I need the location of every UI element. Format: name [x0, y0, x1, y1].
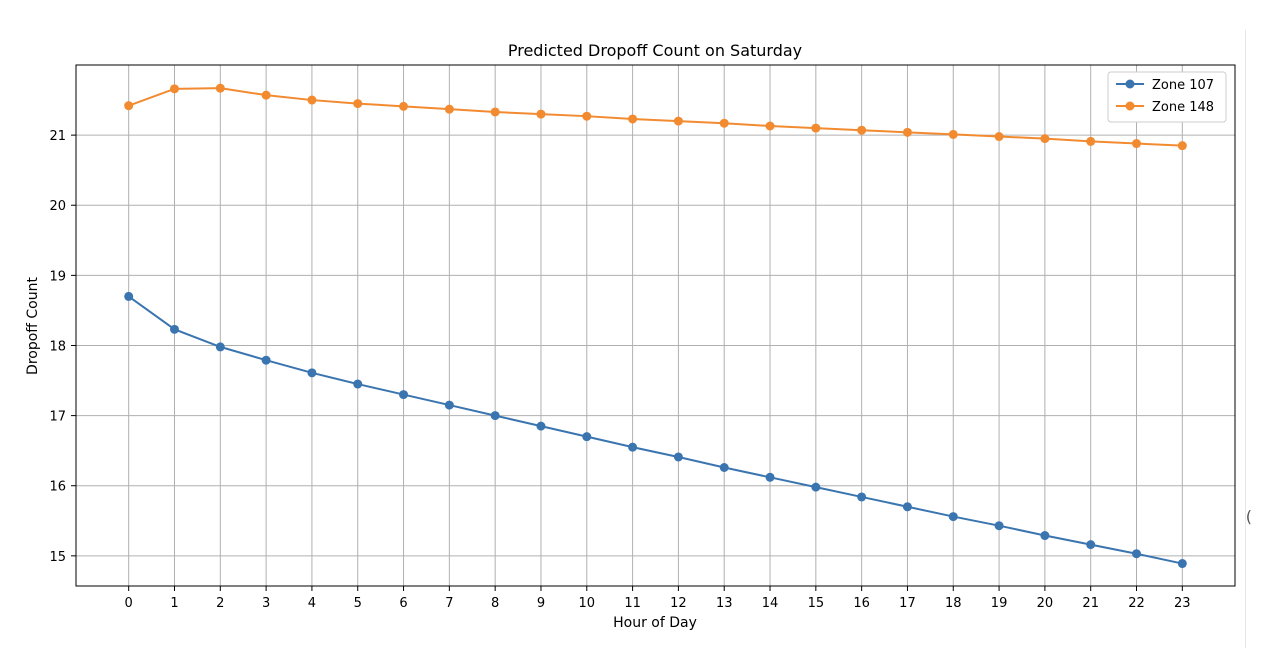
data-point — [124, 291, 134, 301]
edge-partial-glyph: ( — [1245, 507, 1252, 526]
panel-edge-divider — [1245, 30, 1246, 648]
legend: Zone 107 Zone 148 — [1107, 71, 1227, 123]
data-point — [719, 118, 729, 128]
x-tick-label: 13 — [716, 596, 733, 611]
data-point — [1132, 139, 1142, 149]
legend-marker-zone-107 — [1125, 79, 1135, 89]
data-point — [399, 101, 409, 111]
y-tick-label: 20 — [49, 199, 66, 214]
data-point — [1177, 141, 1187, 151]
series-layer — [124, 83, 1187, 569]
y-tick-label: 21 — [49, 129, 66, 144]
data-point — [582, 111, 592, 121]
data-point — [1177, 559, 1187, 569]
series-line-zone-107 — [128, 295, 1183, 565]
data-point — [857, 125, 867, 135]
data-point — [902, 502, 912, 512]
data-point — [169, 84, 179, 94]
data-point — [811, 123, 821, 133]
y-tick-label: 15 — [49, 550, 66, 565]
data-point — [628, 114, 638, 124]
grid — [76, 65, 1235, 586]
data-point — [353, 99, 363, 109]
y-axis-label: Dropoff Count — [25, 277, 41, 375]
data-point — [353, 379, 363, 389]
x-tick-label: 23 — [1174, 596, 1191, 611]
data-point — [536, 109, 546, 119]
x-tick-label: 15 — [808, 596, 825, 611]
data-point — [1086, 540, 1096, 550]
x-axis: 0 1 2 3 4 5 6 7 8 9 10 11 12 13 14 15 16 17 18 19 20 21 22 23 — [125, 586, 1191, 611]
x-tick-label: 1 — [170, 596, 178, 611]
x-tick-label: 18 — [945, 596, 962, 611]
data-point — [444, 400, 454, 410]
data-point — [307, 95, 317, 105]
data-point — [1132, 549, 1142, 559]
x-tick-label: 4 — [308, 596, 316, 611]
x-tick-label: 2 — [216, 596, 224, 611]
chart-title: Predicted Dropoff Count on Saturday — [508, 41, 802, 60]
x-tick-label: 16 — [853, 596, 870, 611]
x-tick-label: 9 — [537, 596, 545, 611]
data-point — [444, 104, 454, 114]
x-tick-label: 19 — [991, 596, 1008, 611]
data-point — [673, 116, 683, 126]
x-tick-label: 8 — [491, 596, 499, 611]
data-point — [673, 452, 683, 462]
data-point — [628, 442, 638, 452]
x-tick-label: 14 — [762, 596, 779, 611]
y-tick-label: 19 — [49, 269, 66, 284]
x-tick-label: 22 — [1128, 596, 1145, 611]
x-tick-label: 12 — [670, 596, 687, 611]
legend-marker-zone-148 — [1125, 101, 1135, 111]
data-point — [948, 129, 958, 139]
data-point — [719, 462, 729, 472]
data-point — [536, 421, 546, 431]
data-point — [169, 324, 179, 334]
data-point — [215, 83, 225, 93]
x-tick-label: 21 — [1082, 596, 1099, 611]
x-axis-label: Hour of Day — [613, 615, 697, 631]
legend-label-zone-107: Zone 107 — [1152, 78, 1214, 93]
data-point — [857, 492, 867, 502]
data-point — [948, 512, 958, 522]
data-point — [307, 368, 317, 378]
y-axis: 15 16 17 18 19 20 21 — [49, 129, 76, 565]
series-line-zone-148 — [128, 87, 1183, 147]
data-point — [765, 121, 775, 131]
y-tick-label: 18 — [49, 339, 66, 354]
x-tick-label: 7 — [445, 596, 453, 611]
x-tick-label: 10 — [579, 596, 596, 611]
y-tick-label: 17 — [49, 410, 66, 425]
x-tick-label: 17 — [899, 596, 916, 611]
plot-frame — [75, 64, 1236, 587]
data-point — [994, 132, 1004, 142]
y-tick-label: 16 — [49, 480, 66, 495]
data-point — [490, 107, 500, 117]
data-point — [261, 90, 271, 100]
data-point — [902, 127, 912, 137]
data-point — [261, 355, 271, 365]
legend-label-zone-148: Zone 148 — [1152, 100, 1214, 115]
x-tick-label: 20 — [1037, 596, 1054, 611]
x-tick-label: 0 — [125, 596, 133, 611]
x-tick-label: 5 — [354, 596, 362, 611]
data-point — [994, 521, 1004, 531]
x-tick-label: 3 — [262, 596, 270, 611]
data-point — [124, 101, 134, 111]
x-tick-label: 11 — [624, 596, 641, 611]
data-point — [582, 432, 592, 442]
data-point — [1086, 136, 1096, 146]
x-tick-label: 6 — [399, 596, 407, 611]
data-point — [1040, 134, 1050, 144]
data-point — [399, 390, 409, 400]
data-point — [1040, 531, 1050, 541]
data-point — [811, 482, 821, 492]
data-point — [765, 472, 775, 482]
data-point — [490, 411, 500, 421]
data-point — [215, 342, 225, 352]
